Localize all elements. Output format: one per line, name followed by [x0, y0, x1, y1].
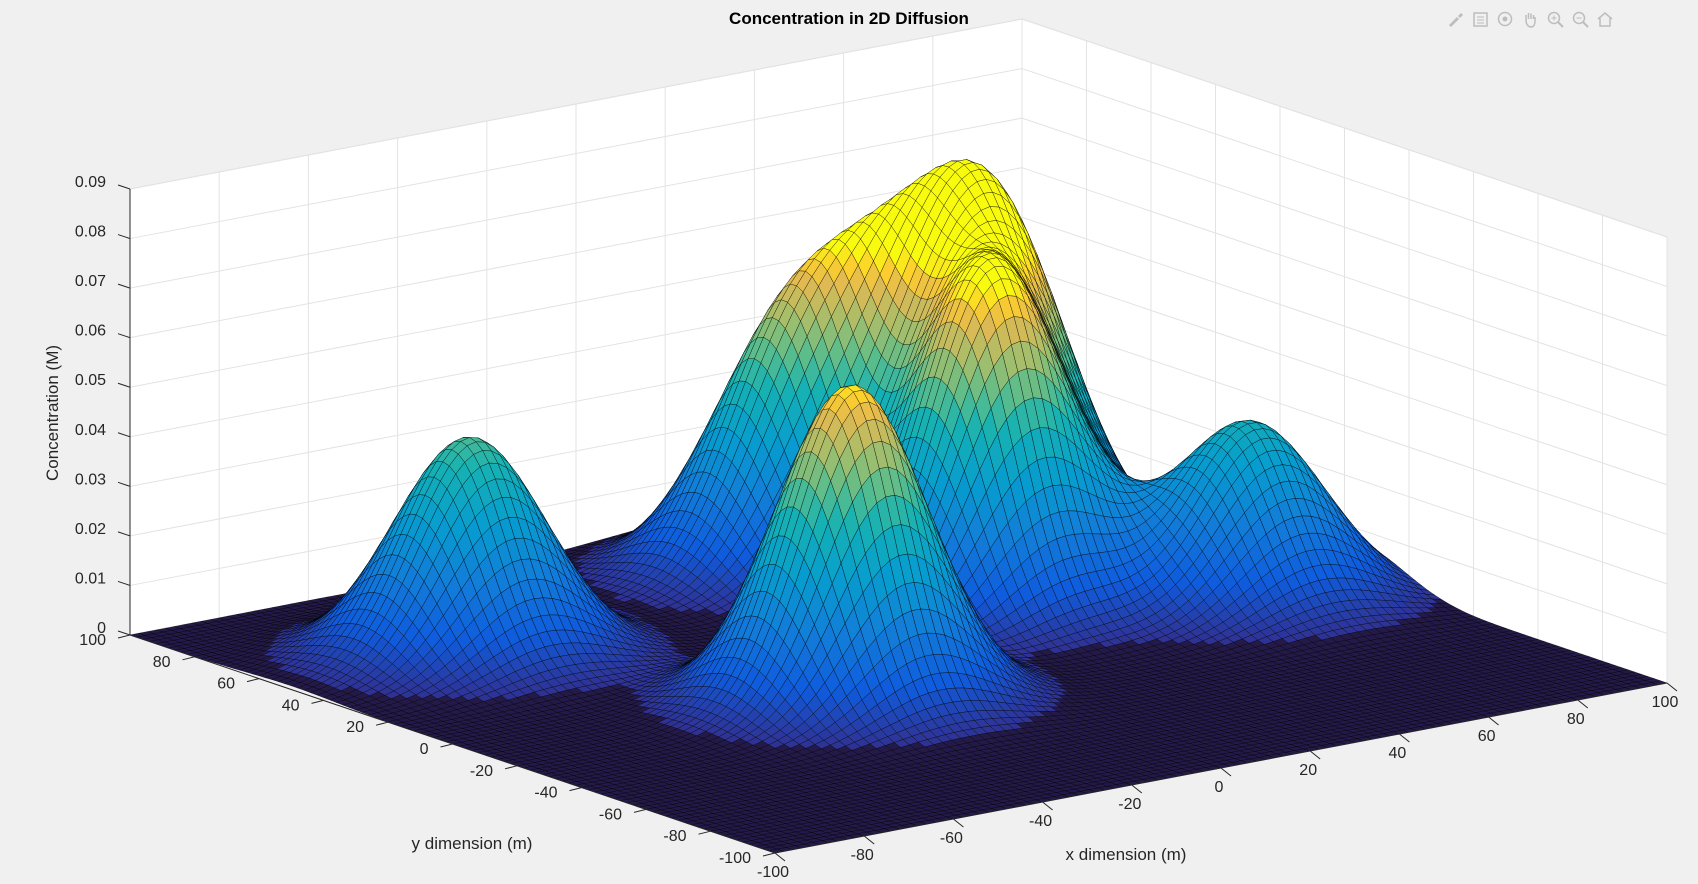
x-tick-label: 80: [1567, 711, 1585, 728]
y-tick-label: 20: [346, 719, 364, 736]
z-tick-label: 0.06: [75, 323, 106, 340]
x-tick-label: 0: [1215, 779, 1224, 796]
y-tick: [247, 679, 259, 682]
x-tick: [953, 819, 963, 827]
x-tick: [1310, 751, 1320, 759]
x-tick: [1578, 700, 1588, 708]
x-tick-label: 100: [1652, 694, 1679, 711]
z-tick-label: 0.04: [75, 422, 106, 439]
z-tick: [118, 532, 130, 536]
y-axis-label: y dimension (m): [412, 834, 533, 853]
axes-toolbar: [1444, 8, 1616, 32]
x-tick: [1043, 802, 1053, 810]
x-axis-label: x dimension (m): [1066, 845, 1187, 864]
z-tick-label: 0.09: [75, 174, 106, 191]
z-tick-label: 0: [97, 620, 106, 637]
zoom-out-icon[interactable]: [1569, 8, 1591, 30]
y-tick: [570, 788, 582, 791]
y-tick: [441, 744, 453, 747]
z-axis-label: Concentration (M): [43, 345, 62, 481]
x-tick-label: 60: [1478, 728, 1496, 745]
z-tick-label: 0.03: [75, 471, 106, 488]
z-tick: [118, 631, 130, 635]
y-tick-label: -20: [470, 763, 493, 780]
z-tick: [118, 185, 130, 189]
y-tick: [763, 853, 775, 856]
y-tick-label: -60: [599, 806, 622, 823]
x-tick: [1221, 768, 1231, 776]
y-tick-label: -100: [719, 850, 751, 867]
y-tick: [376, 722, 388, 725]
y-tick-label: 0: [420, 741, 429, 758]
x-tick: [1489, 717, 1499, 725]
rotate-3d-icon[interactable]: [1494, 8, 1516, 30]
x-tick: [1132, 785, 1142, 793]
z-tick-label: 0.08: [75, 224, 106, 241]
x-tick-label: -40: [1029, 813, 1052, 830]
zoom-in-icon[interactable]: [1544, 8, 1566, 30]
x-tick: [864, 836, 874, 844]
z-tick-label: 0.01: [75, 570, 106, 587]
y-tick: [699, 831, 711, 834]
x-tick-label: -100: [757, 864, 789, 879]
x-tick-label: 20: [1299, 762, 1317, 779]
z-tick: [118, 433, 130, 437]
y-tick: [118, 635, 130, 638]
y-tick: [634, 809, 646, 812]
z-tick-label: 0.02: [75, 521, 106, 538]
x-tick-label: -20: [1118, 796, 1141, 813]
z-tick: [118, 334, 130, 338]
x-tick-label: -80: [851, 847, 874, 864]
z-tick-label: 0.05: [75, 372, 106, 389]
y-tick-label: 60: [217, 676, 235, 693]
y-tick-label: 40: [282, 697, 300, 714]
x-tick-label: -60: [940, 830, 963, 847]
x-tick: [1667, 683, 1677, 691]
x-tick-label: 40: [1389, 745, 1407, 762]
z-tick-label: 0.07: [75, 273, 106, 290]
y-tick: [505, 766, 517, 769]
z-tick: [118, 482, 130, 486]
brush-icon[interactable]: [1444, 8, 1466, 30]
insert-legend-icon[interactable]: [1469, 8, 1491, 30]
z-tick: [118, 581, 130, 585]
z-tick: [118, 284, 130, 288]
z-tick: [118, 235, 130, 239]
z-tick: [118, 383, 130, 387]
home-icon[interactable]: [1594, 8, 1616, 30]
x-tick: [1399, 734, 1409, 742]
y-tick: [183, 657, 195, 660]
y-tick-label: 80: [153, 654, 171, 671]
pan-icon[interactable]: [1519, 8, 1541, 30]
y-tick: [312, 700, 324, 703]
y-tick-label: -40: [534, 785, 557, 802]
x-tick: [775, 853, 785, 861]
y-tick-label: -80: [663, 828, 686, 845]
